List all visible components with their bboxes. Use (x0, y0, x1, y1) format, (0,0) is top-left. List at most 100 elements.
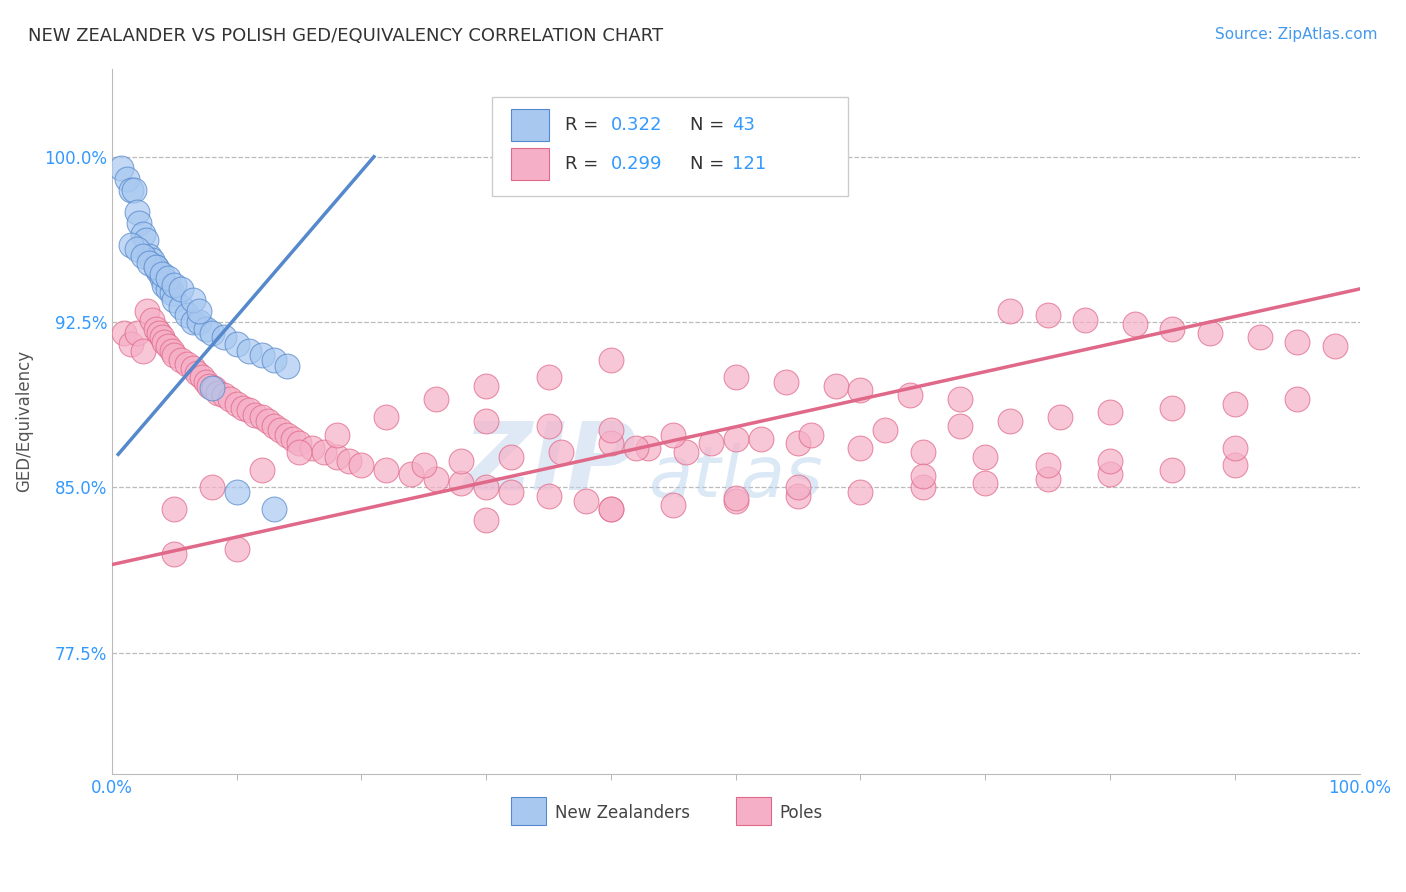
Point (501, 450, 523, 464)
Point (250, 348, 273, 362)
Point (146, 264, 169, 278)
Point (849, 484, 872, 499)
Point (425, 472, 447, 486)
Point (475, 379, 498, 393)
Point (281, 432, 304, 446)
Point (537, 370, 560, 384)
Point (145, 260, 167, 274)
Point (724, 432, 747, 446)
Point (145, 321, 167, 335)
Point (160, 343, 183, 358)
Point (157, 271, 180, 285)
Point (575, 493, 598, 508)
Point (138, 249, 160, 263)
Point (135, 304, 157, 318)
Point (163, 502, 186, 516)
Point (1161, 463, 1184, 477)
Point (724, 370, 747, 384)
Point (537, 489, 560, 503)
Point (475, 480, 498, 494)
Point (150, 271, 173, 285)
Point (238, 403, 260, 417)
Point (1098, 467, 1121, 482)
Point (181, 293, 204, 307)
Point (1036, 458, 1059, 473)
Point (537, 418, 560, 433)
Point (600, 502, 623, 516)
Point (238, 343, 260, 358)
Point (150, 267, 173, 281)
Point (132, 249, 155, 263)
Point (120, 337, 142, 351)
Point (163, 348, 186, 362)
Point (450, 475, 472, 490)
Point (824, 379, 846, 393)
Point (276, 427, 298, 442)
Point (169, 300, 191, 314)
Point (110, 161, 132, 175)
Point (138, 255, 160, 269)
Point (1323, 339, 1346, 353)
Text: R =: R = (565, 116, 603, 134)
Point (212, 388, 235, 402)
Point (724, 493, 747, 508)
Point (450, 454, 472, 468)
Point (600, 352, 623, 367)
Point (176, 309, 198, 323)
Point (225, 484, 247, 499)
Point (875, 423, 897, 437)
Point (1123, 318, 1146, 332)
Point (775, 375, 797, 389)
Point (157, 282, 180, 296)
Point (998, 414, 1021, 428)
Point (401, 467, 423, 482)
Point (312, 445, 335, 459)
Text: New Zealanders: New Zealanders (555, 804, 690, 822)
Point (475, 414, 498, 428)
Point (188, 304, 211, 318)
Point (263, 502, 285, 516)
Bar (512, 148, 548, 179)
Point (160, 286, 183, 301)
Point (1223, 441, 1246, 455)
Point (1286, 334, 1309, 349)
Point (115, 171, 138, 186)
Point (124, 183, 146, 197)
Point (911, 480, 934, 494)
Point (1098, 454, 1121, 468)
Point (974, 475, 997, 490)
Text: ZIP: ZIP (463, 417, 636, 509)
Y-axis label: GED/Equivalency: GED/Equivalency (15, 351, 32, 492)
Point (375, 463, 398, 477)
Point (637, 441, 659, 455)
Point (350, 458, 373, 473)
Point (125, 242, 148, 256)
Text: 43: 43 (733, 116, 755, 134)
Point (181, 315, 204, 329)
Point (250, 463, 273, 477)
Point (145, 260, 167, 274)
Point (337, 454, 360, 468)
Point (288, 445, 311, 459)
Point (624, 441, 647, 455)
Point (120, 183, 142, 197)
Point (1036, 309, 1059, 323)
Point (949, 418, 972, 433)
Point (219, 392, 242, 407)
Text: Poles: Poles (779, 804, 823, 822)
Point (141, 253, 163, 268)
Point (169, 352, 191, 367)
Point (998, 304, 1021, 318)
Point (125, 326, 148, 340)
Point (225, 397, 247, 411)
Point (191, 370, 214, 384)
Point (1161, 321, 1184, 335)
Point (269, 423, 291, 437)
Text: R =: R = (565, 155, 603, 173)
Point (1223, 458, 1246, 473)
Point (675, 445, 697, 459)
Point (263, 418, 285, 433)
Point (375, 409, 398, 424)
Point (1049, 409, 1071, 424)
Point (163, 293, 186, 307)
